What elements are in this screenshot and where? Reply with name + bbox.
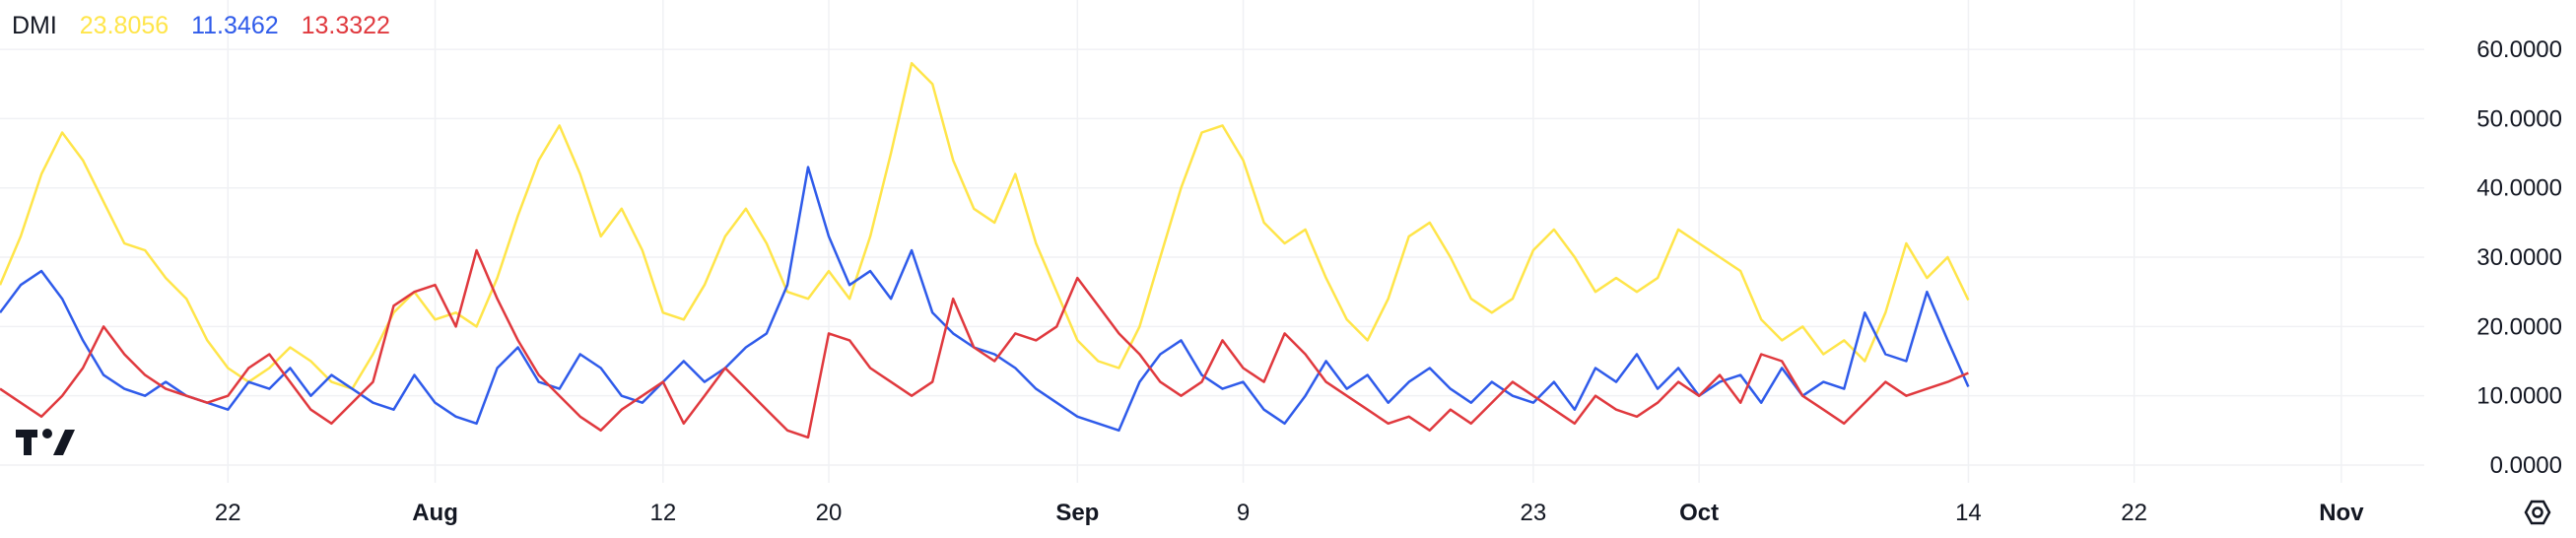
series-line-adx: [0, 61, 1970, 390]
legend-minus-di-value: 13.3322: [301, 12, 390, 39]
legend-adx-value: 23.8056: [79, 12, 169, 39]
x-tick-label: Aug: [412, 500, 458, 526]
y-tick-label: 0.0000: [2490, 452, 2562, 479]
x-tick-label: 22: [215, 500, 241, 526]
y-tick-label: 40.0000: [2476, 175, 2562, 202]
y-tick-label: 60.0000: [2476, 36, 2562, 63]
tradingview-logo-icon[interactable]: [16, 429, 75, 455]
y-tick-label: 30.0000: [2476, 244, 2562, 271]
settings-gear-icon[interactable]: [2524, 500, 2551, 525]
x-tick-label: 14: [1955, 500, 1982, 526]
x-tick-label: Oct: [1679, 500, 1719, 526]
y-axis: 60.0000 50.0000 40.0000 30.0000 20.0000 10.00…: [2476, 36, 2562, 479]
legend: DMI 23.8056 11.3462 13.3322: [12, 12, 406, 40]
x-tick-label: Nov: [2319, 500, 2364, 526]
x-tick-label: Sep: [1055, 500, 1099, 526]
y-tick-label: 50.0000: [2476, 105, 2562, 132]
series-lines: [0, 61, 1970, 439]
series-line-di: [0, 166, 1970, 433]
x-tick-label: 9: [1237, 500, 1250, 526]
x-tick-label: 20: [816, 500, 843, 526]
y-tick-label: 20.0000: [2476, 313, 2562, 340]
x-axis: 22 Aug 12 20 Sep 9 23 Oct 14 22 Nov: [215, 500, 2364, 526]
grid-lines: [0, 0, 2424, 483]
x-tick-label: 12: [649, 500, 676, 526]
y-tick-label: 10.0000: [2476, 383, 2562, 410]
x-tick-label: 22: [2121, 500, 2147, 526]
legend-title: DMI: [12, 12, 57, 39]
series-line-di: [0, 248, 1969, 439]
x-tick-label: 23: [1521, 500, 1547, 526]
legend-plus-di-value: 11.3462: [191, 12, 279, 39]
